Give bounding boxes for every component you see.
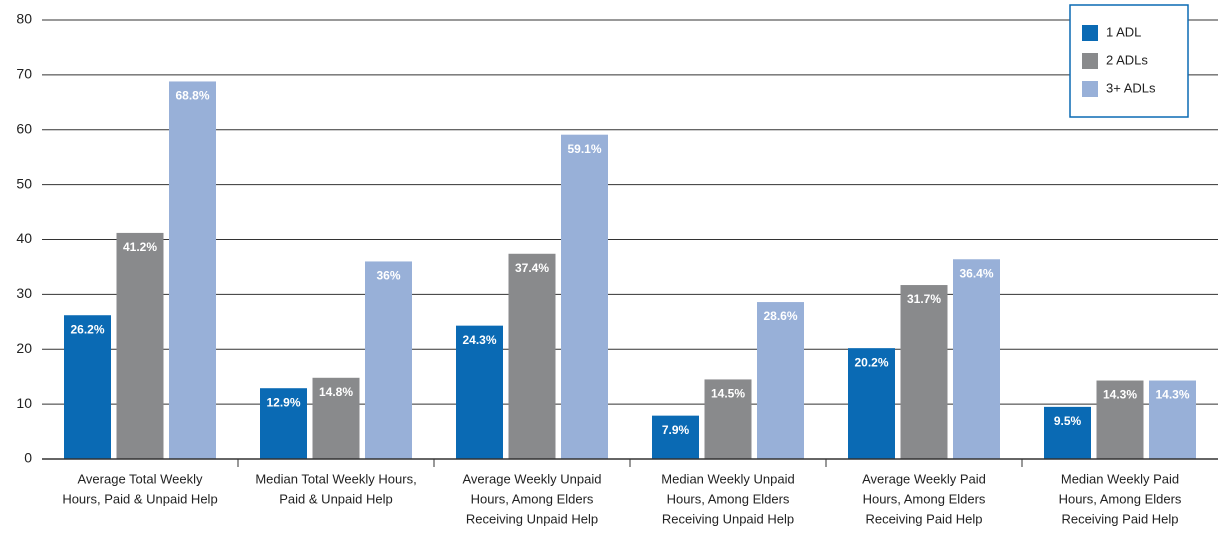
value-label: 12.9% (266, 395, 300, 409)
bar (652, 415, 699, 459)
x-tick-label: Median Weekly Unpaid (661, 471, 794, 486)
y-tick-label: 60 (16, 120, 32, 136)
y-tick-label: 10 (16, 395, 32, 411)
bar (1149, 380, 1196, 459)
y-tick-label: 50 (16, 175, 32, 191)
bar (116, 232, 164, 459)
legend-swatch (1082, 53, 1098, 69)
x-tick-label: Average Total Weekly (77, 471, 203, 486)
legend-label: 2 ADLs (1106, 52, 1148, 67)
bar (456, 325, 503, 459)
value-label: 68.8% (175, 89, 209, 103)
bar (1096, 380, 1144, 459)
value-label: 14.8% (319, 385, 353, 399)
x-tick-label: Receiving Unpaid Help (466, 511, 598, 526)
value-label: 14.3% (1103, 388, 1137, 402)
legend-box (1069, 4, 1189, 118)
value-label: 9.5% (1054, 414, 1082, 428)
bar (561, 134, 608, 459)
y-tick-label: 40 (16, 230, 32, 246)
x-tick-label: Receiving Paid Help (1061, 511, 1178, 526)
value-label: 20.2% (854, 355, 888, 369)
bar (1044, 406, 1091, 459)
bar (169, 81, 216, 460)
x-tick-label: Hours, Paid & Unpaid Help (62, 491, 217, 506)
bar (848, 348, 895, 459)
y-tick-label: 80 (16, 11, 32, 27)
bar (704, 379, 752, 459)
value-label: 36% (376, 269, 400, 283)
value-label: 59.1% (567, 142, 601, 156)
y-tick-label: 70 (16, 66, 32, 82)
legend-label: 3+ ADLs (1106, 80, 1156, 95)
bar (365, 261, 412, 459)
x-tick-label: Hours, Among Elders (471, 491, 594, 506)
value-label: 14.5% (711, 387, 745, 401)
legend-swatch (1082, 81, 1098, 97)
bar (508, 253, 556, 459)
x-tick-label: Average Weekly Paid (862, 471, 986, 486)
x-tick-label: Hours, Among Elders (863, 491, 986, 506)
bar (900, 285, 948, 459)
value-label: 26.2% (70, 322, 104, 336)
value-label: 37.4% (515, 261, 549, 275)
legend-label: 1 ADL (1106, 24, 1141, 39)
x-tick-label: Paid & Unpaid Help (279, 491, 392, 506)
x-tick-label: Hours, Among Elders (667, 491, 790, 506)
value-label: 24.3% (462, 333, 496, 347)
bar (260, 388, 307, 459)
legend-swatch (1082, 25, 1098, 41)
x-tick-label: Median Weekly Paid (1061, 471, 1179, 486)
value-label: 28.6% (763, 309, 797, 323)
value-label: 31.7% (907, 292, 941, 306)
bar (64, 315, 111, 459)
bar (757, 302, 804, 459)
x-tick-label: Receiving Paid Help (865, 511, 982, 526)
value-label: 7.9% (662, 423, 690, 437)
value-label: 41.2% (123, 240, 157, 254)
x-tick-label: Median Total Weekly Hours, (255, 471, 416, 486)
bar (953, 259, 1000, 459)
y-tick-label: 30 (16, 285, 32, 301)
value-label: 14.3% (1155, 388, 1189, 402)
x-tick-label: Hours, Among Elders (1059, 491, 1182, 506)
bar (312, 377, 360, 459)
value-label: 36.4% (959, 266, 993, 280)
x-tick-label: Average Weekly Unpaid (463, 471, 602, 486)
x-tick-label: Receiving Unpaid Help (662, 511, 794, 526)
y-tick-label: 20 (16, 340, 32, 356)
y-tick-label: 0 (24, 450, 32, 466)
